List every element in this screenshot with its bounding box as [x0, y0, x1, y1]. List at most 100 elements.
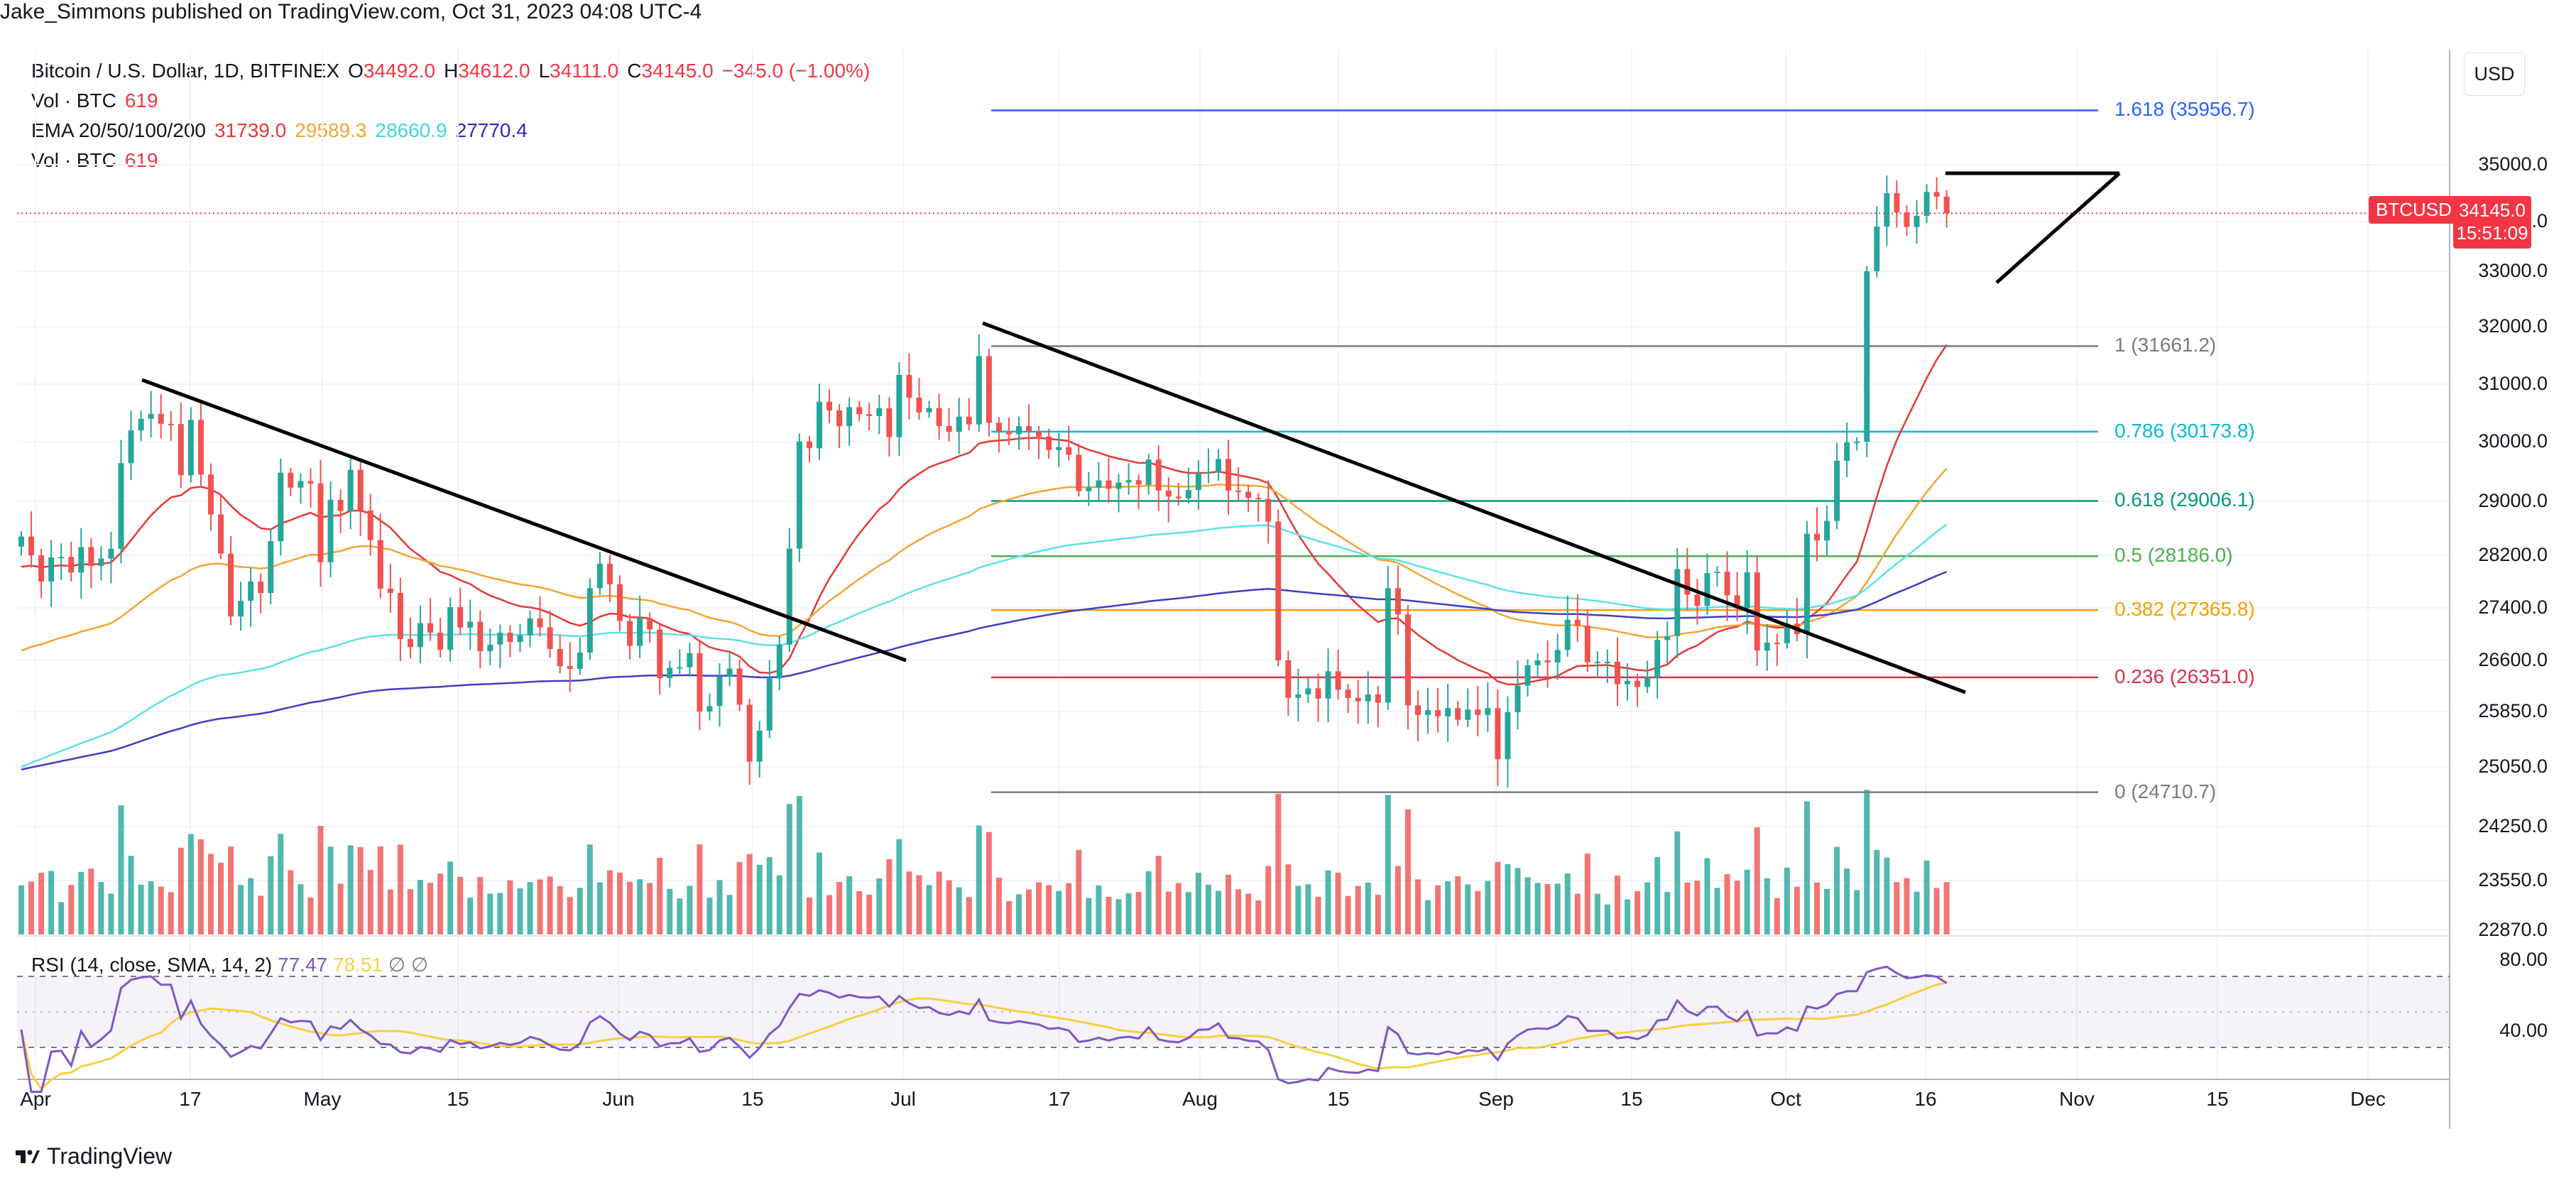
volume-bar [776, 875, 782, 934]
ema20-value: 31739.0 [214, 119, 287, 141]
volume-bar [1505, 863, 1511, 934]
volume-bar [1046, 885, 1052, 934]
price-tick: 31000.0 [2478, 373, 2548, 394]
rsi-hidden-icon-2[interactable]: ∅ [410, 954, 429, 976]
trendline-2 [982, 321, 1966, 694]
tradingview-logo[interactable]: TradingView [16, 1143, 172, 1170]
volume-bar [288, 870, 294, 934]
candle-body [1495, 708, 1501, 760]
volume-bar [716, 880, 723, 934]
volume-bar [148, 881, 154, 934]
high-label: H [444, 60, 459, 82]
volume-bar [1584, 854, 1590, 934]
volume-bar [78, 871, 84, 934]
price-tick: 26600.0 [2478, 649, 2548, 670]
fib-label: 0 (24710.7) [2114, 780, 2217, 802]
volume-bar [846, 876, 853, 934]
volume-bar [1615, 876, 1620, 934]
candle-body [197, 420, 204, 475]
candle-body [1275, 521, 1282, 660]
candle-body [946, 425, 952, 432]
candle-body [1803, 533, 1810, 634]
ema50-value: 29589.3 [295, 119, 367, 141]
volume-bar [278, 834, 284, 934]
candle-body [856, 407, 863, 415]
volume-bar [407, 889, 413, 934]
time-tick: 15 [741, 1088, 764, 1110]
candle-body [986, 356, 992, 423]
volume-bar [327, 846, 334, 934]
candle-body [596, 563, 603, 589]
volume-bar [1066, 883, 1072, 934]
volume-bar [537, 879, 543, 934]
volume-bar [1923, 860, 1930, 934]
ema-50-line [21, 467, 1948, 652]
price-tick: 30000.0 [2478, 430, 2548, 452]
candle-body [377, 540, 383, 589]
volume-bar [1864, 790, 1870, 934]
volume-bar [1235, 889, 1242, 934]
volume-bar [1404, 809, 1411, 934]
volume-bar [1255, 900, 1262, 934]
volume-bar [1704, 858, 1710, 934]
volume-bar [1315, 896, 1321, 934]
candle-body [427, 623, 434, 633]
candle-body [1155, 459, 1162, 491]
candle-body [657, 629, 663, 678]
candle-body [58, 557, 65, 559]
volume-bar [168, 892, 174, 934]
candle-body [1205, 472, 1211, 474]
currency-button[interactable]: USD [2464, 53, 2525, 96]
ema-100-line [21, 523, 1948, 768]
candle-body [1216, 459, 1221, 472]
volume-bar [457, 876, 464, 934]
candle-body [1654, 640, 1661, 677]
volume-bar [667, 888, 673, 934]
volume-bar [1625, 899, 1631, 934]
volume-bar [258, 895, 264, 934]
candle-body [268, 541, 274, 594]
volume-bar [1016, 894, 1022, 934]
candle-body [1814, 533, 1820, 541]
volume-bar [586, 844, 593, 934]
volume-bar [1415, 879, 1421, 934]
price-tick: 25850.0 [2478, 700, 2548, 721]
volume-bar [1495, 861, 1501, 934]
volume-bar [736, 861, 743, 934]
volume-bar [1854, 890, 1860, 934]
volume-bar [1165, 891, 1172, 934]
candle-body [1524, 665, 1531, 686]
rsi-hidden-icon-1[interactable]: ∅ [388, 954, 406, 976]
candle-body [706, 706, 713, 712]
volume-bar [437, 873, 444, 934]
candle-body [896, 375, 902, 437]
candle-body [1026, 426, 1032, 432]
candle-body [1574, 619, 1581, 626]
candle-body [278, 472, 284, 542]
volume-value: 619 [124, 89, 158, 111]
volume-bar [1784, 867, 1790, 934]
volume-bar [1096, 885, 1102, 934]
volume-bar [1604, 904, 1610, 934]
volume-bar [178, 847, 184, 934]
time-tick: Sep [1478, 1088, 1514, 1110]
candle-body [138, 418, 144, 431]
volume-bar [1564, 873, 1571, 934]
ema-legend: EMA 20/50/100/200 31739.0 29589.3 28660.9 27… [31, 119, 536, 142]
candle-body [647, 618, 653, 630]
candle-body [1615, 661, 1620, 685]
candle-body [1066, 447, 1072, 455]
volume-bar [1445, 881, 1451, 934]
volume-bar [1803, 801, 1810, 934]
volume-bar [1205, 884, 1211, 934]
volume-bar [1714, 888, 1720, 934]
candle-body [387, 588, 393, 594]
candle-body [207, 474, 214, 515]
volume-bar [1285, 864, 1292, 934]
candle-body [995, 423, 1002, 432]
candle-body [1165, 490, 1172, 497]
volume-bar [108, 893, 114, 934]
candle-body [367, 510, 373, 540]
brand-name: TradingView [47, 1143, 173, 1169]
